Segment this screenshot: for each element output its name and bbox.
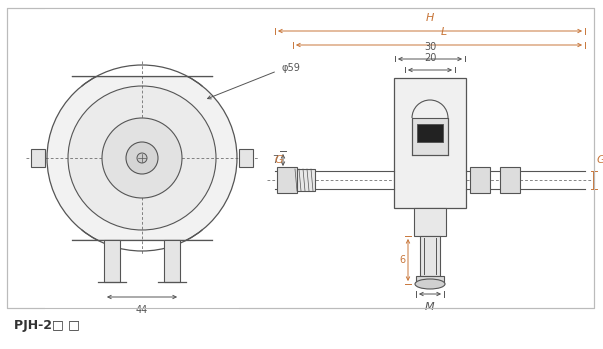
Bar xyxy=(45,8,239,76)
Bar xyxy=(45,240,239,349)
Bar xyxy=(239,149,253,167)
Circle shape xyxy=(137,153,147,163)
Bar xyxy=(7,8,594,308)
Bar xyxy=(277,167,297,193)
Ellipse shape xyxy=(68,86,216,230)
Text: 6: 6 xyxy=(399,255,405,265)
Bar xyxy=(31,149,45,167)
Bar xyxy=(420,236,440,276)
Text: L: L xyxy=(441,27,447,37)
Bar xyxy=(104,240,120,282)
Bar xyxy=(500,167,520,193)
Text: φ59: φ59 xyxy=(282,63,301,73)
Circle shape xyxy=(126,142,158,174)
Text: 20: 20 xyxy=(424,53,436,63)
Text: 44: 44 xyxy=(136,305,148,315)
Bar xyxy=(394,78,466,208)
Bar xyxy=(412,118,448,155)
Bar xyxy=(293,169,315,191)
Text: G: G xyxy=(275,155,283,165)
Circle shape xyxy=(102,118,182,198)
Text: 30: 30 xyxy=(424,42,436,52)
Ellipse shape xyxy=(415,279,445,289)
Text: PJH-2□ □: PJH-2□ □ xyxy=(14,319,80,332)
Text: H: H xyxy=(426,13,434,23)
Bar xyxy=(416,276,444,284)
Text: 7: 7 xyxy=(272,155,278,165)
Bar xyxy=(7,8,594,308)
Bar xyxy=(164,240,180,282)
Bar xyxy=(470,167,490,193)
Bar xyxy=(417,124,443,142)
Ellipse shape xyxy=(47,65,237,251)
Text: G: G xyxy=(597,155,603,165)
Text: M: M xyxy=(425,302,435,312)
Bar xyxy=(414,208,446,236)
